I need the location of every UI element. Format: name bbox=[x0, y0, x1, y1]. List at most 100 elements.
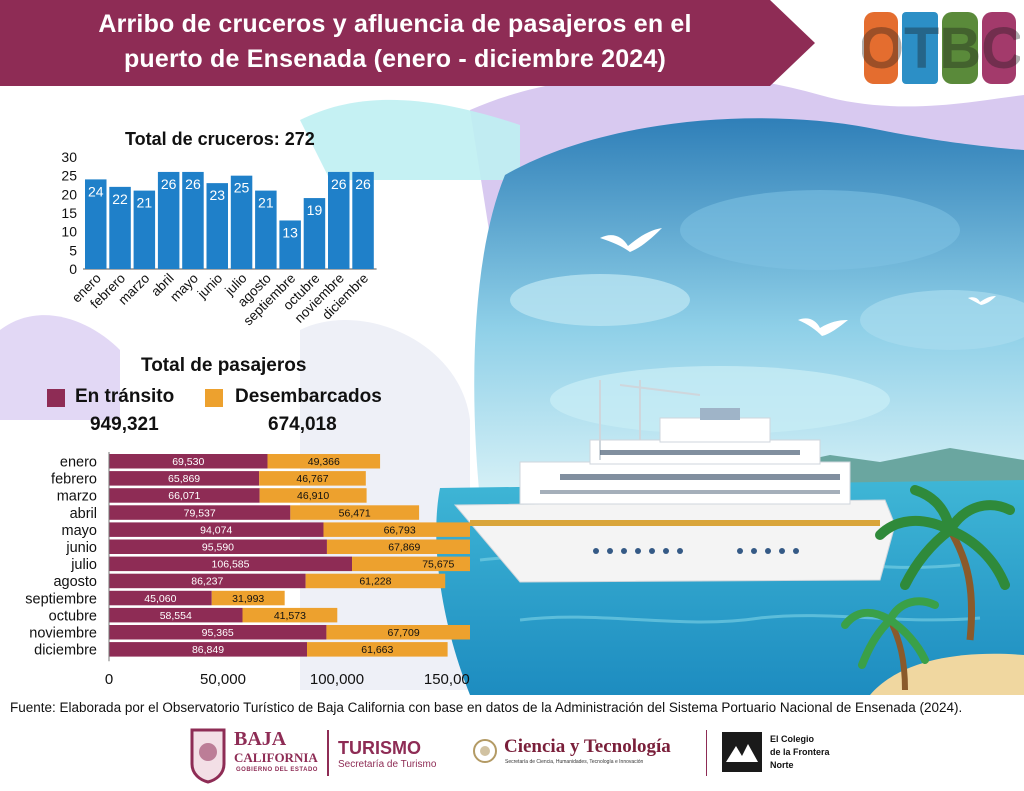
bar-transit bbox=[109, 522, 324, 537]
bar-disembarked bbox=[259, 488, 367, 503]
bar-disembarked bbox=[259, 471, 366, 486]
bar-disembarked bbox=[242, 607, 338, 623]
x-tick-label: 0 bbox=[105, 671, 113, 688]
colef-line1: El Colegio bbox=[770, 734, 815, 744]
turismo-sub: Secretaría de Turismo bbox=[338, 759, 437, 770]
y-tick-label: 20 bbox=[61, 186, 77, 202]
cruise-bar bbox=[255, 190, 277, 269]
turismo-logo: TURISMO bbox=[338, 738, 421, 758]
cruise-bar-value: 22 bbox=[112, 191, 128, 207]
colef-line3: Norte bbox=[770, 760, 794, 770]
cruise-bar bbox=[157, 171, 180, 269]
y-tick-label: 30 bbox=[61, 149, 77, 165]
bar-transit-value: 65,869 bbox=[168, 473, 200, 485]
month-label: agosto bbox=[53, 574, 97, 590]
bar-disembarked bbox=[305, 573, 446, 589]
bar-disembarked-value: 49,366 bbox=[308, 456, 340, 468]
bar-transit-value: 79,537 bbox=[184, 507, 216, 519]
cruise-bar-value: 26 bbox=[355, 176, 371, 192]
legend-swatch-transit bbox=[47, 389, 65, 407]
x-tick-label: junio bbox=[194, 271, 225, 302]
bc-logo-line2: CALIFORNIA bbox=[234, 750, 318, 765]
bar-transit bbox=[109, 590, 212, 606]
bar-transit-value: 66,071 bbox=[168, 490, 200, 502]
bar-transit-value: 45,060 bbox=[144, 593, 176, 605]
bar-transit-value: 58,554 bbox=[160, 610, 192, 622]
cruise-bar bbox=[352, 171, 374, 269]
ciencia-logo: Ciencia y Tecnología bbox=[504, 736, 671, 757]
x-tick-label: 50,000 bbox=[200, 671, 246, 688]
cruise-bar bbox=[328, 171, 350, 269]
bar-disembarked bbox=[290, 505, 420, 520]
cruise-bar-value: 21 bbox=[137, 195, 153, 211]
month-label: noviembre bbox=[29, 626, 97, 642]
bar-disembarked-value: 66,793 bbox=[384, 524, 416, 536]
bar-disembarked-value: 46,910 bbox=[297, 490, 329, 502]
bar-disembarked bbox=[352, 556, 470, 572]
y-tick-label: 10 bbox=[61, 224, 77, 240]
bc-shield-icon bbox=[190, 728, 226, 784]
bar-disembarked-value: 61,663 bbox=[361, 644, 393, 656]
bar-disembarked-value: 67,869 bbox=[388, 542, 420, 554]
page-title-line2: puerto de Ensenada (enero - diciembre 20… bbox=[123, 45, 667, 73]
cruise-bar bbox=[182, 171, 204, 269]
bar-transit-value: 106,585 bbox=[212, 559, 250, 571]
month-label: enero bbox=[60, 455, 97, 471]
bar-disembarked bbox=[307, 642, 448, 657]
month-label: febrero bbox=[51, 472, 97, 488]
cruise-bar-value: 26 bbox=[331, 176, 347, 192]
cruise-bar bbox=[109, 186, 131, 269]
bar-transit-value: 94,074 bbox=[200, 524, 232, 536]
divider-2 bbox=[706, 730, 707, 776]
bar-disembarked bbox=[211, 590, 285, 606]
cruise-bar-value: 26 bbox=[161, 176, 177, 192]
bc-logo-line1: BAJA bbox=[234, 728, 287, 750]
month-label: julio bbox=[70, 557, 97, 573]
bar-disembarked-value: 41,573 bbox=[274, 610, 306, 622]
otbc-logo: OTBC bbox=[859, 6, 1023, 88]
y-tick-label: 15 bbox=[61, 205, 77, 221]
cruise-bar-chart: 05101520253024enero22febrero21marzo26abr… bbox=[61, 149, 377, 328]
bar-transit bbox=[109, 454, 268, 469]
month-label: mayo bbox=[62, 523, 97, 539]
bar-transit bbox=[109, 573, 306, 589]
bar-transit bbox=[109, 607, 243, 623]
legend-label-transit: En tránsito bbox=[75, 386, 175, 407]
bar-disembarked-value: 46,767 bbox=[296, 473, 328, 485]
bar-transit bbox=[109, 471, 260, 486]
bar-disembarked bbox=[323, 522, 470, 537]
month-label: diciembre bbox=[34, 643, 97, 659]
footer-logos: BAJA CALIFORNIA GOBIERNO DEL ESTADO TURI… bbox=[0, 722, 1024, 791]
bar-transit bbox=[109, 625, 327, 640]
bc-logo-line3: GOBIERNO DEL ESTADO bbox=[236, 767, 318, 773]
bar-transit-value: 86,849 bbox=[192, 644, 224, 656]
passenger-chart-title: Total de pasajeros bbox=[141, 355, 307, 376]
page-title-line1: Arribo de cruceros y afluencia de pasaje… bbox=[98, 10, 692, 38]
cruise-bar-value: 19 bbox=[307, 202, 323, 218]
y-tick-label: 0 bbox=[69, 261, 77, 277]
bar-transit-value: 86,237 bbox=[191, 576, 223, 588]
passenger-stacked-bar-chart: enero 69,530 49,366 febrero 65,869 46,767 marz… bbox=[25, 452, 470, 688]
cruise-bar-value: 25 bbox=[234, 180, 250, 196]
x-tick-label: 150,000 bbox=[424, 671, 470, 688]
cruise-bar bbox=[206, 183, 228, 269]
bar-disembarked bbox=[267, 454, 381, 469]
legend-label-disembarked: Desembarcados bbox=[235, 386, 382, 407]
bar-transit bbox=[109, 505, 291, 520]
cruise-bar bbox=[230, 175, 253, 269]
title-banner: Arribo de cruceros y afluencia de pasaje… bbox=[0, 0, 815, 86]
bar-disembarked-value: 75,675 bbox=[422, 559, 454, 571]
bar-disembarked-value: 31,993 bbox=[232, 593, 264, 605]
month-label: marzo bbox=[57, 489, 97, 505]
cruise-bar-value: 23 bbox=[209, 187, 225, 203]
bar-transit-value: 69,530 bbox=[172, 456, 204, 468]
y-tick-label: 25 bbox=[61, 168, 77, 184]
bar-transit bbox=[109, 539, 327, 554]
cruise-chart-title: Total de cruceros: 272 bbox=[125, 129, 315, 149]
cruise-bar-value: 26 bbox=[185, 176, 201, 192]
month-label: abril bbox=[70, 506, 97, 522]
bar-transit-value: 95,590 bbox=[202, 542, 234, 554]
cruise-bar-value: 24 bbox=[88, 183, 104, 199]
colef-icon bbox=[722, 732, 762, 772]
